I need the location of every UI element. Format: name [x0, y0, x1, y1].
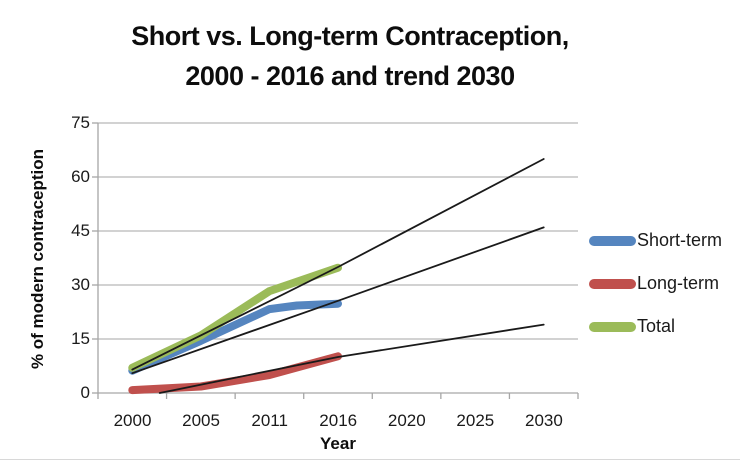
chart-title: Short vs. Long-term Contraception, 2000 …: [0, 16, 700, 96]
y-tick-label-75: 75: [71, 113, 90, 132]
y-tick-label-15: 15: [71, 329, 90, 348]
legend-label: Short-term: [637, 230, 723, 250]
series-line-short-term: [128, 299, 342, 375]
legend-item-long-term: Long-term: [589, 272, 722, 295]
x-tick-label-2011: 2011: [251, 411, 288, 430]
legend: Short-term Long-term Total: [589, 229, 722, 358]
legend-swatch-icon: [589, 278, 636, 289]
legend-swatch-icon: [589, 235, 636, 246]
legend-label: Total: [637, 316, 676, 336]
x-tick-label-2005: 2005: [182, 411, 220, 430]
x-tick-label-2025: 2025: [456, 411, 495, 430]
chart-title-line2: 2000 - 2016 and trend 2030: [185, 61, 515, 91]
x-tick-label-2030: 2030: [525, 411, 563, 430]
y-tick-label-30: 30: [71, 275, 90, 294]
trendline-long-term-trend-2030: [158, 323, 545, 394]
x-tick-label-2016: 2016: [319, 411, 358, 430]
chart-title-line1: Short vs. Long-term Contraception,: [131, 21, 569, 51]
y-tick-label-60: 60: [71, 167, 90, 186]
trendline-total-trend-2030: [131, 158, 545, 371]
legend-swatch-icon: [589, 321, 636, 332]
x-tick-label-2020: 2020: [387, 411, 426, 430]
series-line-long-term: [128, 352, 342, 395]
legend-item-short-term: Short-term: [589, 229, 722, 252]
y-tick-label-45: 45: [71, 221, 90, 240]
x-axis-title: Year: [320, 434, 356, 453]
trendline-short-term-trend-2030: [131, 226, 545, 375]
legend-item-total: Total: [589, 315, 722, 338]
legend-label: Long-term: [637, 273, 720, 293]
y-tick-label-0: 0: [80, 383, 90, 402]
y-axis-title: % of modern contraception: [28, 148, 47, 370]
x-tick-label-2000: 2000: [113, 411, 152, 430]
